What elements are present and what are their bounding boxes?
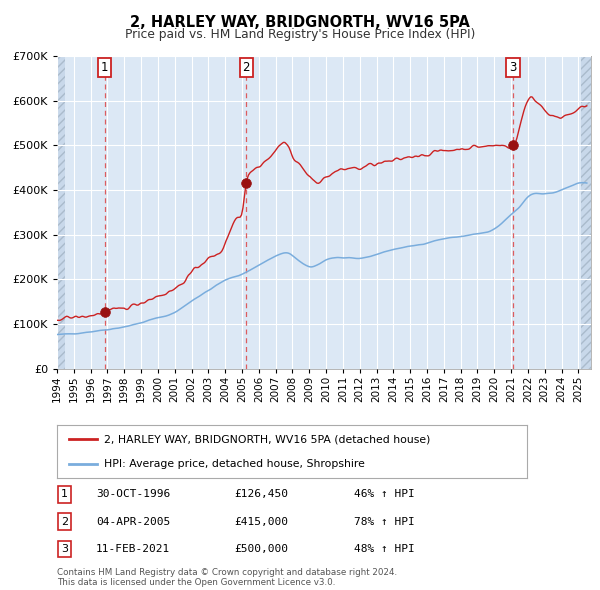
Text: £415,000: £415,000	[234, 517, 288, 526]
Text: 1: 1	[101, 61, 109, 74]
Text: 3: 3	[61, 544, 68, 553]
Text: £126,450: £126,450	[234, 490, 288, 499]
Text: £500,000: £500,000	[234, 544, 288, 553]
Text: 48% ↑ HPI: 48% ↑ HPI	[354, 544, 415, 553]
Text: 1: 1	[61, 490, 68, 499]
Text: Contains HM Land Registry data © Crown copyright and database right 2024.
This d: Contains HM Land Registry data © Crown c…	[57, 568, 397, 587]
Text: 78% ↑ HPI: 78% ↑ HPI	[354, 517, 415, 526]
Text: 11-FEB-2021: 11-FEB-2021	[96, 544, 170, 553]
Text: 04-APR-2005: 04-APR-2005	[96, 517, 170, 526]
Text: 2, HARLEY WAY, BRIDGNORTH, WV16 5PA: 2, HARLEY WAY, BRIDGNORTH, WV16 5PA	[130, 15, 470, 30]
Text: 3: 3	[509, 61, 517, 74]
Text: 30-OCT-1996: 30-OCT-1996	[96, 490, 170, 499]
Text: HPI: Average price, detached house, Shropshire: HPI: Average price, detached house, Shro…	[104, 458, 365, 468]
Text: 46% ↑ HPI: 46% ↑ HPI	[354, 490, 415, 499]
Text: 2: 2	[61, 517, 68, 526]
Bar	[57, 56, 65, 369]
Text: 2: 2	[242, 61, 250, 74]
Text: 2, HARLEY WAY, BRIDGNORTH, WV16 5PA (detached house): 2, HARLEY WAY, BRIDGNORTH, WV16 5PA (det…	[104, 434, 430, 444]
Bar	[581, 56, 591, 369]
Text: Price paid vs. HM Land Registry's House Price Index (HPI): Price paid vs. HM Land Registry's House …	[125, 28, 475, 41]
